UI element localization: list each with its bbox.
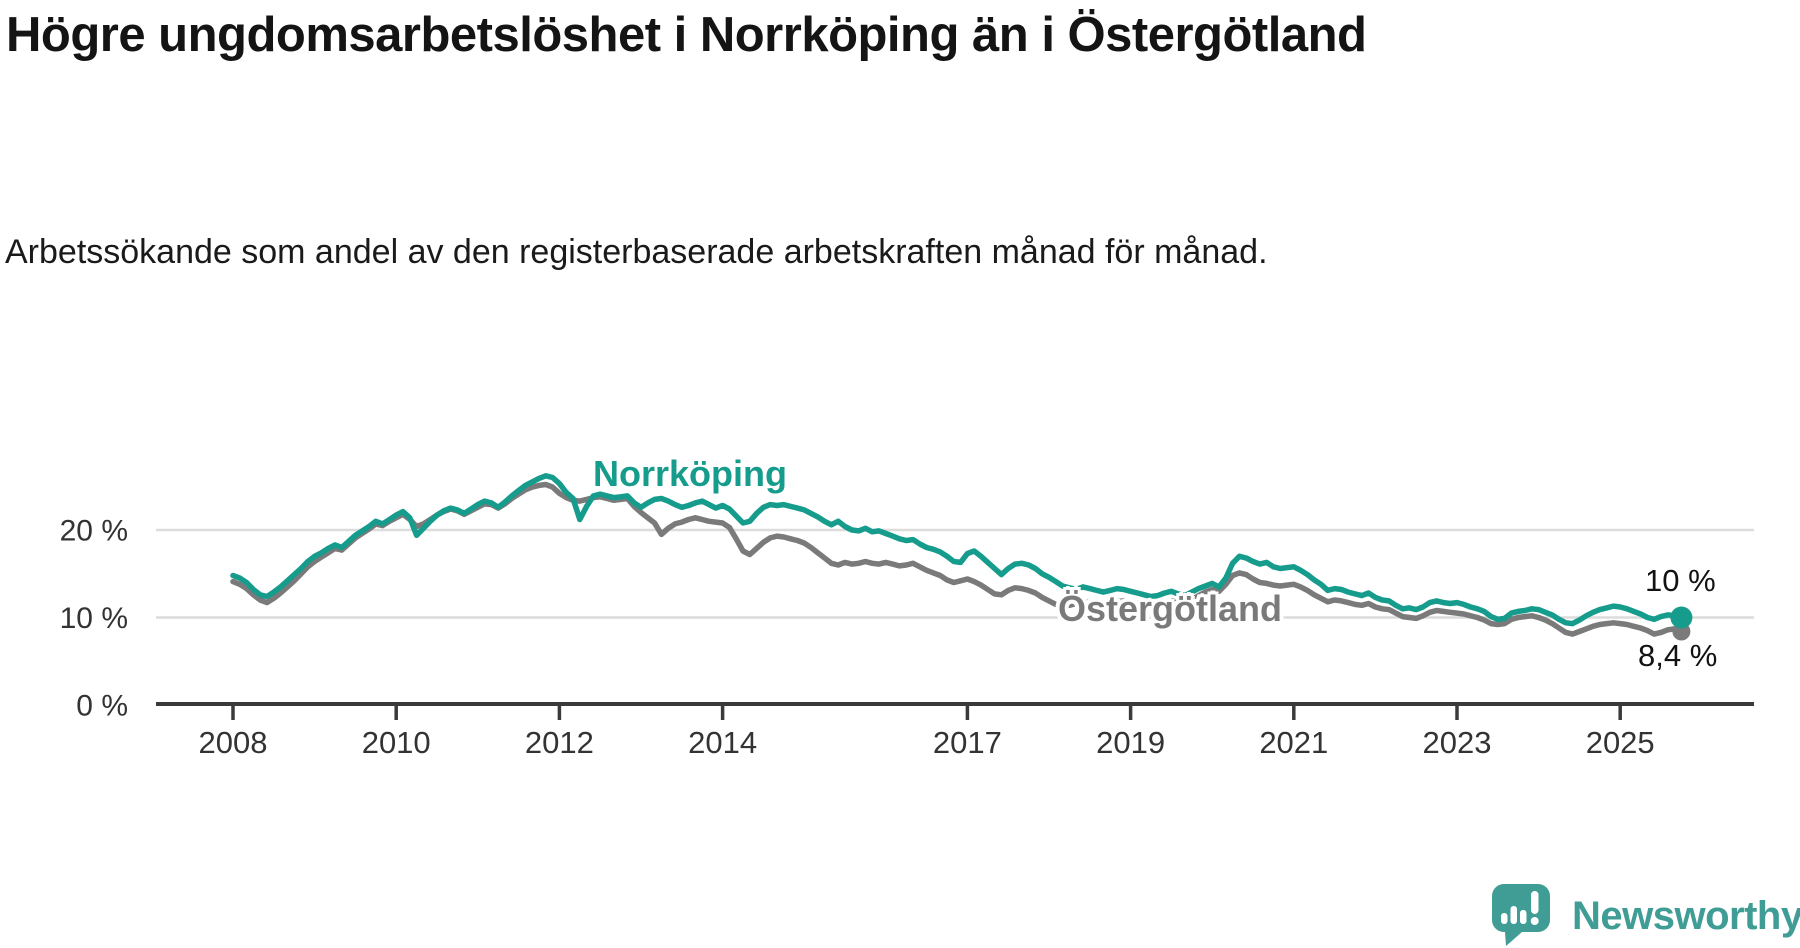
newsworthy-wordmark: Newsworthy — [1572, 893, 1800, 938]
series-label-ostergotland: Östergötland — [1058, 588, 1283, 629]
end-dot-norrkoping — [1670, 606, 1693, 629]
newsworthy-speech-bubble-chart-icon — [1492, 884, 1550, 946]
end-value-label-ostergotland: 8,4 % — [1638, 638, 1718, 673]
x-tick-label: 2019 — [1096, 725, 1165, 760]
newsworthy-logo: Newsworthy — [1492, 884, 1800, 948]
y-tick-label: 20 % — [60, 515, 128, 548]
series-line-norrkoping — [230, 473, 1685, 627]
x-tick-label: 2008 — [199, 725, 268, 760]
x-tick-label: 2021 — [1259, 725, 1328, 760]
y-tick-label: 0 % — [76, 690, 128, 723]
x-tick-label: 2012 — [525, 725, 594, 760]
end-value-label-norrkoping: 10 % — [1645, 563, 1716, 598]
x-tick-label: 2025 — [1586, 725, 1655, 760]
x-tick-label: 2014 — [688, 725, 757, 760]
x-tick-label: 2010 — [362, 725, 431, 760]
series-label-norrkoping: Norrköping — [593, 453, 787, 494]
page-title: Högre ungdomsarbetslöshet i Norrköping ä… — [6, 8, 1367, 62]
x-tick-label: 2023 — [1423, 725, 1492, 760]
y-tick-label: 10 % — [60, 602, 128, 635]
x-tick-label: 2017 — [933, 725, 1002, 760]
chart-subtitle: Arbetssökande som andel av den registerb… — [5, 233, 1268, 271]
